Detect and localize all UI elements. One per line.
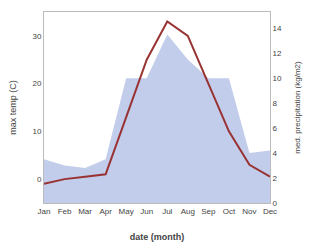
svg-text:30: 30 xyxy=(32,32,41,41)
svg-text:med. precipitation (kg/m2): med. precipitation (kg/m2) xyxy=(293,61,302,154)
svg-text:Jan: Jan xyxy=(38,207,51,216)
svg-text:Jun: Jun xyxy=(140,207,153,216)
svg-text:May: May xyxy=(119,207,134,216)
svg-text:Apr: Apr xyxy=(99,207,112,216)
svg-text:2: 2 xyxy=(273,174,278,183)
svg-text:20: 20 xyxy=(32,79,41,88)
svg-text:8: 8 xyxy=(273,99,278,108)
svg-text:Sep: Sep xyxy=(201,207,216,216)
svg-text:Dec: Dec xyxy=(263,207,277,216)
svg-text:max temp (C): max temp (C) xyxy=(8,80,18,135)
svg-text:0: 0 xyxy=(273,199,278,208)
svg-text:10: 10 xyxy=(273,74,282,83)
svg-text:Feb: Feb xyxy=(58,207,72,216)
svg-text:Oct: Oct xyxy=(223,207,236,216)
svg-text:6: 6 xyxy=(273,124,278,133)
svg-text:4: 4 xyxy=(273,149,278,158)
svg-text:0: 0 xyxy=(37,175,42,184)
svg-text:date (month): date (month) xyxy=(130,232,185,242)
svg-text:Mar: Mar xyxy=(78,207,92,216)
svg-text:14: 14 xyxy=(273,24,282,33)
svg-text:Aug: Aug xyxy=(181,207,195,216)
svg-text:12: 12 xyxy=(273,49,282,58)
svg-text:Nov: Nov xyxy=(242,207,256,216)
svg-text:10: 10 xyxy=(32,127,41,136)
svg-text:Jul: Jul xyxy=(162,207,172,216)
